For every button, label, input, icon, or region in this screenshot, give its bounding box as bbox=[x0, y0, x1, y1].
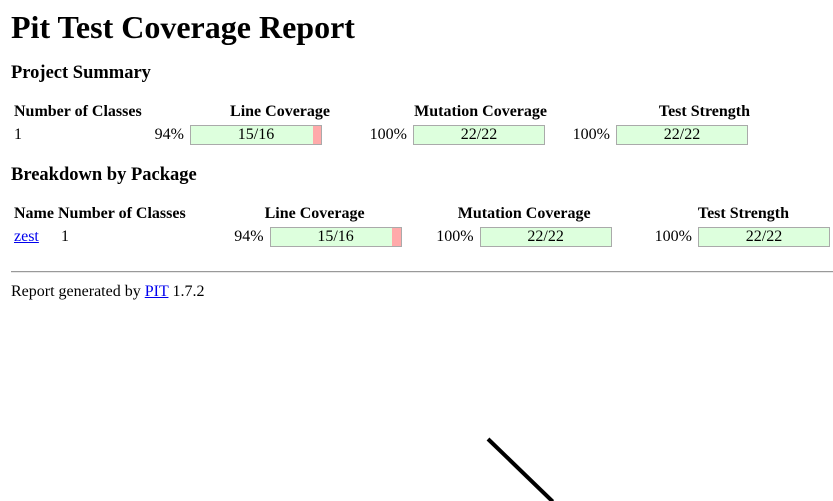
project-summary-heading: Project Summary bbox=[11, 63, 151, 83]
header-mutation-coverage: Mutation Coverage bbox=[414, 103, 547, 120]
package-mutation-coverage-fill bbox=[480, 228, 611, 246]
summary-mutation-coverage-fill bbox=[414, 126, 544, 144]
package-mutation-coverage-legend: 22/22 bbox=[527, 228, 564, 245]
package-mutation-coverage: 100% 22/22 bbox=[405, 226, 613, 248]
header-number-of-classes: Number of Classes bbox=[14, 103, 142, 120]
package-line-coverage-bar: 15/16 bbox=[269, 227, 402, 247]
summary-strength-coverage-bar: 22/22 bbox=[616, 125, 748, 145]
package-strength-coverage-fill bbox=[699, 228, 829, 246]
package-test-strength: 100% 22/22 bbox=[615, 226, 831, 248]
summary-strength-coverage-legend: 22/22 bbox=[663, 126, 701, 143]
summary-strength-percentage: 100% bbox=[572, 126, 610, 143]
summary-header-row: Number of Classes Line Coverage Mutation… bbox=[13, 102, 788, 122]
package-mutation-coverage-bar: 22/22 bbox=[479, 227, 612, 247]
page-title: Pit Test Coverage Report bbox=[11, 9, 355, 45]
package-name-cell: zest bbox=[13, 226, 55, 248]
breakdown-table: Name Number of Classes Line Coverage Mut… bbox=[11, 202, 833, 250]
header-line-coverage: Line Coverage bbox=[230, 103, 330, 120]
table-row: zest 1 94% 15/16 100% 22/22 bbox=[13, 226, 831, 248]
package-strength-percentage: 100% bbox=[654, 228, 692, 245]
header-line-coverage: Line Coverage bbox=[264, 205, 365, 222]
pen-stroke bbox=[486, 437, 555, 501]
header-mutation-coverage: Mutation Coverage bbox=[457, 205, 591, 222]
breakdown-heading: Breakdown by Package bbox=[11, 165, 197, 185]
package-class-count: 1 bbox=[60, 228, 69, 245]
summary-test-strength: 100% 22/22 bbox=[565, 124, 788, 146]
header-test-strength: Test Strength bbox=[658, 103, 750, 120]
header-number-of-classes: Number of Classes bbox=[57, 205, 186, 222]
footer-version: 1.7.2 bbox=[172, 283, 205, 300]
summary-row: 1 94% 15/16 100% 22/22 100% bbox=[13, 124, 788, 146]
summary-line-percentage: 94% bbox=[154, 126, 184, 143]
summary-line-coverage-fill bbox=[191, 126, 313, 144]
summary-line-coverage: 94% 15/16 bbox=[145, 124, 360, 146]
report-footer: Report generated by PIT 1.7.2 bbox=[11, 283, 204, 301]
footer-divider bbox=[11, 271, 833, 273]
header-test-strength: Test Strength bbox=[697, 205, 789, 222]
summary-mutation-coverage-legend: 22/22 bbox=[460, 126, 498, 143]
package-line-coverage: 94% 15/16 bbox=[191, 226, 403, 248]
package-strength-coverage-legend: 22/22 bbox=[745, 228, 783, 245]
project-summary-table: Number of Classes Line Coverage Mutation… bbox=[11, 100, 790, 148]
summary-strength-coverage-fill bbox=[617, 126, 747, 144]
package-line-percentage: 94% bbox=[234, 228, 264, 245]
summary-class-count: 1 bbox=[14, 126, 22, 143]
package-line-coverage-legend: 15/16 bbox=[317, 228, 354, 245]
package-line-coverage-fill bbox=[270, 228, 393, 246]
pit-link[interactable]: PIT bbox=[144, 283, 169, 300]
package-strength-coverage-bar: 22/22 bbox=[698, 227, 830, 247]
footer-prefix: Report generated by bbox=[11, 283, 141, 300]
summary-line-coverage-bar: 15/16 bbox=[190, 125, 322, 145]
package-mutation-percentage: 100% bbox=[436, 228, 474, 245]
header-name: Name bbox=[14, 205, 54, 222]
summary-mutation-percentage: 100% bbox=[369, 126, 407, 143]
summary-mutation-coverage-bar: 22/22 bbox=[413, 125, 545, 145]
package-link-zest[interactable]: zest bbox=[14, 228, 39, 245]
summary-mutation-coverage: 100% 22/22 bbox=[362, 124, 563, 146]
breakdown-header-row: Name Number of Classes Line Coverage Mut… bbox=[13, 204, 831, 224]
summary-line-coverage-legend: 15/16 bbox=[237, 126, 275, 143]
